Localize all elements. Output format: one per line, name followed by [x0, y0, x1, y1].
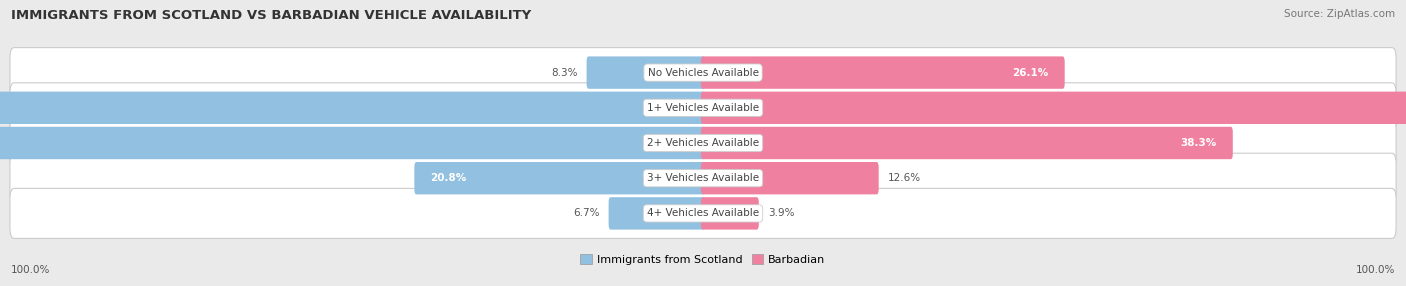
FancyBboxPatch shape — [702, 127, 1233, 159]
Text: 20.8%: 20.8% — [430, 173, 467, 183]
Text: 6.7%: 6.7% — [574, 208, 599, 219]
FancyBboxPatch shape — [0, 127, 704, 159]
FancyBboxPatch shape — [702, 56, 1064, 89]
Text: 2+ Vehicles Available: 2+ Vehicles Available — [647, 138, 759, 148]
FancyBboxPatch shape — [10, 47, 1396, 98]
Legend: Immigrants from Scotland, Barbadian: Immigrants from Scotland, Barbadian — [576, 250, 830, 269]
Text: 100.0%: 100.0% — [11, 265, 51, 275]
Text: 3+ Vehicles Available: 3+ Vehicles Available — [647, 173, 759, 183]
FancyBboxPatch shape — [586, 56, 704, 89]
Text: 26.1%: 26.1% — [1012, 67, 1049, 78]
FancyBboxPatch shape — [415, 162, 704, 194]
FancyBboxPatch shape — [0, 92, 704, 124]
Text: 12.6%: 12.6% — [887, 173, 921, 183]
FancyBboxPatch shape — [10, 118, 1396, 168]
FancyBboxPatch shape — [702, 197, 759, 230]
Text: 100.0%: 100.0% — [1355, 265, 1395, 275]
FancyBboxPatch shape — [609, 197, 704, 230]
FancyBboxPatch shape — [702, 162, 879, 194]
Text: 1+ Vehicles Available: 1+ Vehicles Available — [647, 103, 759, 113]
Text: No Vehicles Available: No Vehicles Available — [648, 67, 758, 78]
FancyBboxPatch shape — [702, 92, 1406, 124]
FancyBboxPatch shape — [10, 83, 1396, 133]
Text: 38.3%: 38.3% — [1181, 138, 1218, 148]
FancyBboxPatch shape — [10, 188, 1396, 239]
Text: IMMIGRANTS FROM SCOTLAND VS BARBADIAN VEHICLE AVAILABILITY: IMMIGRANTS FROM SCOTLAND VS BARBADIAN VE… — [11, 9, 531, 21]
Text: 3.9%: 3.9% — [768, 208, 794, 219]
Text: 8.3%: 8.3% — [551, 67, 578, 78]
Text: 4+ Vehicles Available: 4+ Vehicles Available — [647, 208, 759, 219]
FancyBboxPatch shape — [10, 153, 1396, 203]
Text: Source: ZipAtlas.com: Source: ZipAtlas.com — [1284, 9, 1395, 19]
